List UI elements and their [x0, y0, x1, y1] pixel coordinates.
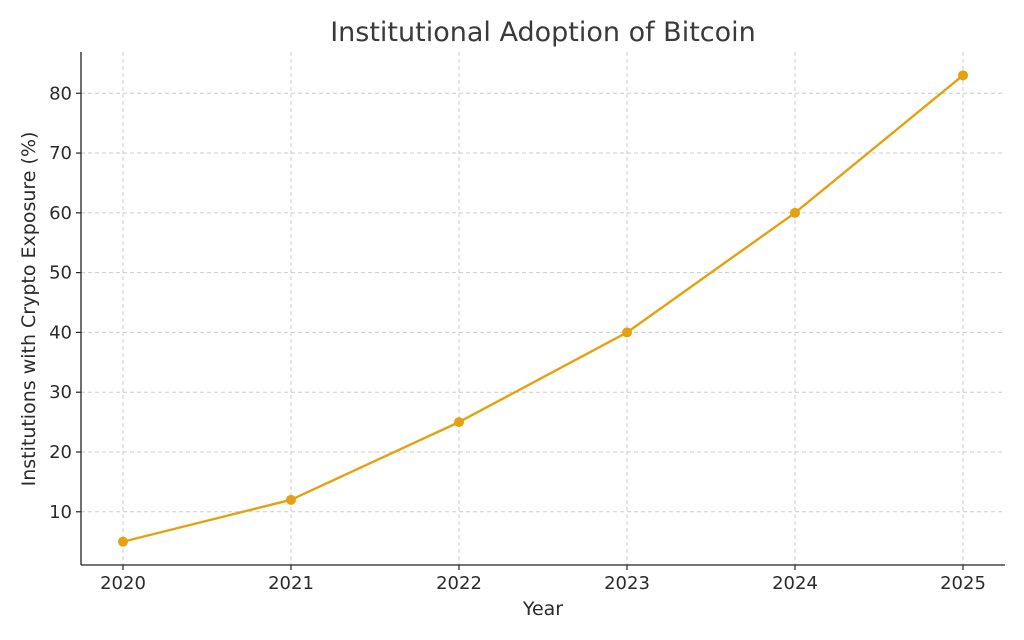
y-tick-label: 10 — [49, 502, 72, 523]
ticks: 2020 2021 2022 2023 2024 2025 10 20 30 40 50 60 70 80 — [49, 83, 986, 594]
chart-title: Institutional Adoption of Bitcoin — [330, 17, 756, 48]
y-tick-label: 80 — [49, 83, 72, 104]
x-tick-label: 2021 — [268, 573, 314, 594]
x-tick-label: 2020 — [100, 573, 146, 594]
y-tick-label: 60 — [49, 203, 72, 224]
x-tick-label: 2024 — [772, 573, 818, 594]
data-point-2024 — [790, 207, 800, 218]
y-axis-label: Institutions with Crypto Exposure (%) — [18, 132, 40, 487]
series — [118, 70, 968, 547]
data-point-2022 — [454, 417, 464, 428]
x-axis-label: Year — [522, 598, 563, 620]
data-point-2023 — [622, 327, 632, 338]
data-point-2020 — [118, 536, 128, 547]
x-tick-label: 2022 — [436, 573, 482, 594]
y-tick-label: 20 — [49, 442, 72, 463]
axes-spines — [80, 52, 1005, 566]
y-tick-label: 30 — [49, 382, 72, 403]
x-tick-label: 2023 — [604, 573, 650, 594]
data-point-2021 — [286, 494, 296, 505]
y-tick-label: 50 — [49, 263, 72, 284]
data-point-2025 — [958, 70, 968, 81]
y-tick-label: 40 — [49, 322, 72, 343]
series-line — [121, 74, 965, 543]
grid — [81, 52, 1005, 565]
y-tick-label: 70 — [49, 143, 72, 164]
x-tick-label: 2025 — [940, 573, 986, 594]
